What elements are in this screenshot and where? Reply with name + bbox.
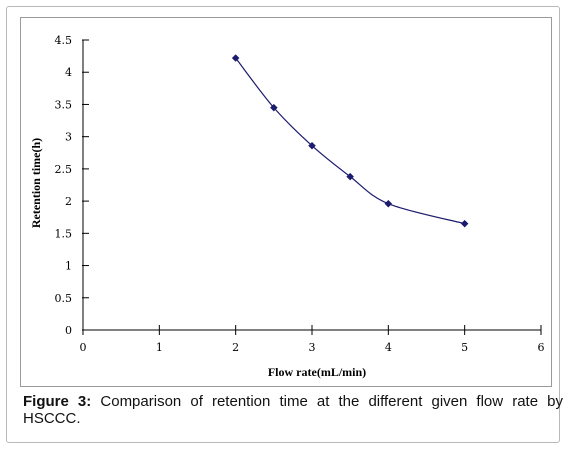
y-tick-label: 2.5 (55, 163, 73, 176)
y-tick-label: 0.5 (55, 292, 73, 305)
caption-label: Figure 3: (23, 393, 92, 410)
figure-caption: Figure 3: Comparison of retention time a… (23, 393, 563, 427)
y-tick-label: 1.5 (55, 227, 73, 240)
x-tick-label: 6 (538, 341, 545, 354)
y-tick-label: 4 (65, 66, 72, 79)
caption-text: Comparison of retention time at the diff… (23, 393, 564, 427)
y-tick-label: 3 (65, 131, 72, 144)
data-point (346, 172, 355, 181)
chart-area (20, 17, 552, 387)
y-tick-label: 1 (65, 260, 72, 273)
data-point (269, 103, 278, 112)
data-point (460, 219, 469, 228)
x-tick-label: 3 (309, 341, 316, 354)
data-point (384, 199, 393, 208)
y-tick-label: 0 (65, 324, 72, 337)
x-tick-label: 4 (385, 341, 392, 354)
data-point (231, 54, 240, 62)
x-tick-label: 1 (156, 341, 163, 354)
series-line (235, 57, 465, 225)
x-axis-title: Flow rate(mL/min) (268, 365, 366, 379)
x-tick-label: 5 (461, 341, 468, 354)
y-tick-label: 2 (65, 195, 72, 208)
y-axis-title: Retention time(h) (29, 138, 43, 228)
x-tick-label: 2 (232, 341, 239, 354)
data-point (308, 141, 316, 150)
y-tick-label: 3.5 (55, 98, 73, 111)
x-tick-label: 0 (80, 341, 87, 354)
y-tick-label: 4.5 (55, 34, 73, 47)
